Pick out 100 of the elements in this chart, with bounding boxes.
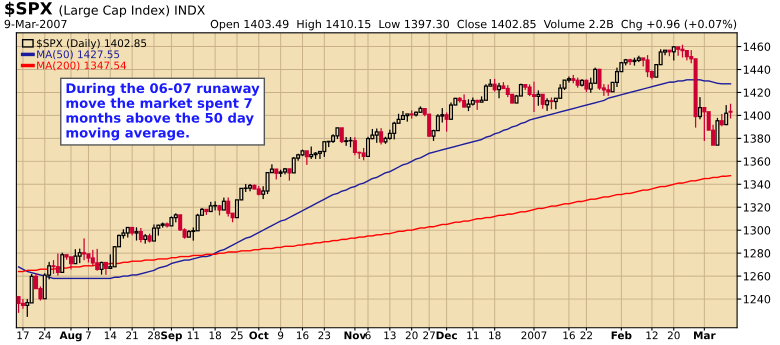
x-tick-label: 22: [580, 331, 592, 340]
x-tick-label: Aug: [60, 331, 82, 342]
candlestick: [16, 296, 21, 314]
x-tick-label: 21: [126, 331, 138, 340]
candlestick: [584, 78, 588, 93]
candlestick: [680, 44, 685, 58]
candlestick: [606, 84, 610, 97]
x-tick-label: 2007: [521, 331, 546, 340]
y-tick-label: 1240: [744, 295, 770, 304]
candlestick: [56, 252, 60, 276]
candlestick: [100, 261, 104, 276]
y-tick-label: 1400: [744, 111, 770, 120]
candlestick: [340, 127, 344, 144]
candlestick: [68, 256, 74, 270]
candlestick: [672, 45, 676, 62]
legend-label: $SPX (Daily) 1402.85: [37, 39, 146, 50]
candlestick: [138, 227, 143, 244]
chart-title: $SPX: [5, 2, 52, 17]
candlestick: [497, 82, 502, 99]
y-tick-label: 1360: [744, 157, 770, 166]
candlestick: [304, 150, 309, 166]
candlestick: [536, 90, 540, 106]
x-tick-label: 25: [231, 331, 243, 340]
candlestick: [208, 201, 213, 212]
candlestick: [322, 140, 326, 158]
y-tick-label: 1440: [744, 65, 770, 74]
candlestick: [256, 185, 261, 196]
candlestick: [73, 248, 78, 264]
candlestick: [60, 252, 64, 274]
line-series: [18, 79, 732, 280]
y-tick-label: 1340: [744, 180, 770, 189]
x-tick-label: 18: [489, 331, 501, 340]
x-tick-label: Mar: [694, 332, 716, 340]
x-tick-label: 20: [406, 331, 418, 340]
candlestick: [104, 262, 108, 276]
candlestick: [274, 168, 278, 180]
candlestick: [90, 249, 95, 268]
candlestick: [720, 113, 724, 127]
candlestick: [728, 103, 733, 120]
candlestick: [344, 136, 348, 146]
candlestick: [126, 226, 130, 238]
candlestick: [134, 226, 139, 242]
candlestick: [51, 260, 56, 275]
x-tick-label: Oct: [249, 331, 269, 340]
candlestick: [698, 96, 702, 120]
x-tick-label: 28: [148, 331, 160, 340]
candlestick: [287, 168, 292, 182]
candlestick: [78, 248, 82, 264]
annotation: During the 06-07 runaway move the market spent 7 months above the 50 day moving average.: [66, 82, 260, 140]
y-tick-label: 1420: [744, 88, 770, 97]
x-tick-label: Feb: [612, 331, 632, 340]
candlestick: [374, 128, 379, 144]
candlestick: [82, 238, 86, 261]
candlestick: [558, 84, 562, 99]
chart-subtitle: (Large Cap Index) INDX: [60, 5, 205, 18]
candlestick: [379, 128, 384, 146]
y-tick-label: 1460: [744, 42, 770, 51]
x-tick-label: 9: [278, 331, 284, 340]
candlestick: [309, 146, 314, 160]
candlestick: [448, 102, 454, 120]
x-tick-label: 17: [17, 332, 29, 340]
candlestick: [532, 81, 536, 113]
legend-label: MA(50) 1427.55: [37, 50, 120, 60]
text: Open 1403.49 High 1410.15 Low 1397.30 Close 1402.85 Volume 2.2B Chg +0.96 (+0.07%): [210, 20, 736, 30]
x-tick-label: 18: [210, 331, 222, 340]
candlestick: [143, 233, 148, 244]
candlestick: [475, 98, 480, 111]
text: 9-Mar-2007: [4, 20, 67, 28]
x-tick-label: 23: [318, 331, 330, 340]
candlestick: [576, 77, 580, 88]
y-tick-label: 1380: [744, 134, 770, 143]
x-tick-label: 7: [86, 332, 91, 340]
candlestick: [492, 78, 497, 92]
y-tick-label: 1300: [744, 226, 770, 235]
x-tick-label: 24: [38, 331, 51, 340]
x-tick-label: 11: [188, 332, 199, 340]
x-tick-label: 20: [668, 331, 680, 340]
x-tick-label: 11: [467, 332, 478, 340]
x-tick-label: 13: [384, 331, 396, 340]
x-tick-label: Sep: [161, 331, 182, 342]
x-tick-label: 16: [563, 331, 575, 340]
y-tick-label: 1320: [744, 203, 770, 212]
x-tick-label: 16: [297, 331, 308, 340]
candlestick: [222, 196, 226, 211]
candlestick: [702, 106, 706, 142]
y-tick-label: 1280: [744, 249, 770, 258]
x-tick-label: 6: [365, 331, 371, 340]
legend-label: MA(200) 1347.54: [37, 61, 126, 71]
candlestick: [292, 156, 296, 174]
candlestick: [95, 248, 100, 272]
candlestick: [549, 96, 554, 110]
candlestick: [545, 98, 550, 112]
candlestick: [20, 298, 25, 310]
candlestick: [540, 94, 545, 110]
x-tick-label: Nov: [344, 332, 366, 340]
candlestick: [444, 112, 449, 132]
x-tick-label: 27: [423, 331, 435, 340]
x-tick-label: 14: [104, 332, 116, 340]
candlestick: [174, 212, 178, 224]
candlestick: [724, 104, 728, 126]
